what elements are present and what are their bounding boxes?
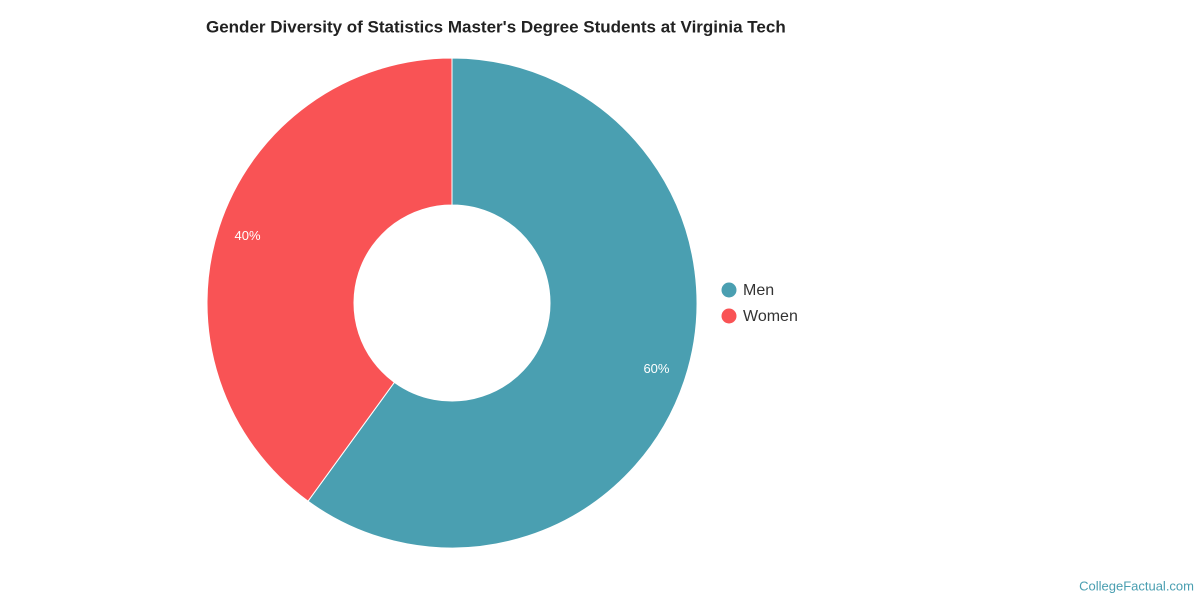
value-label: 40%: [235, 228, 261, 243]
value-label: 60%: [643, 361, 669, 376]
legend-label: Women: [743, 308, 798, 325]
chart-title: Gender Diversity of Statistics Master's …: [206, 17, 786, 36]
legend-label: Men: [743, 282, 774, 299]
legend-marker: [721, 282, 737, 298]
legend-marker: [721, 308, 737, 324]
credit: CollegeFactual.com: [1079, 578, 1194, 593]
donut-slice: [307, 57, 698, 549]
donut-slice: [206, 57, 453, 502]
